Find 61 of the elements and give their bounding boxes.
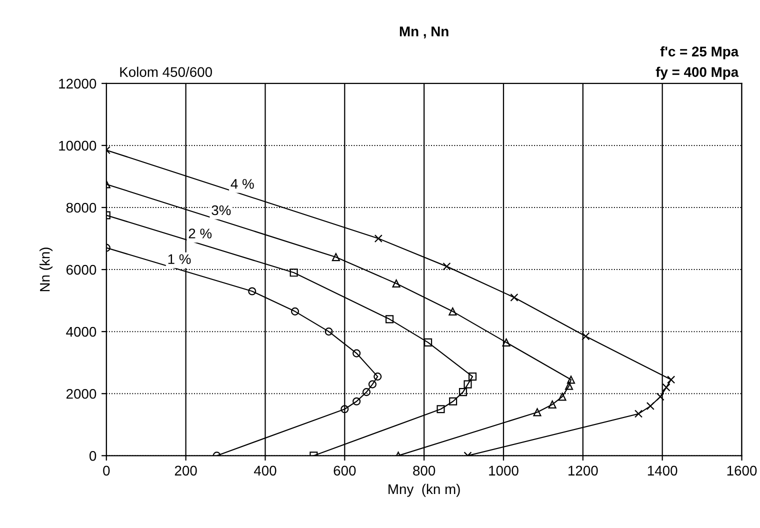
point <box>374 234 382 243</box>
point <box>533 408 542 416</box>
point <box>548 400 556 409</box>
point <box>448 307 457 316</box>
x-tick-label: 1600 <box>727 466 757 476</box>
point <box>352 397 361 406</box>
point <box>290 307 300 316</box>
text: fy = 400 Mpa <box>656 66 739 80</box>
point <box>464 380 472 388</box>
point <box>634 410 643 418</box>
x-tick-label: 1200 <box>568 466 598 476</box>
y-tick-label: 4000 <box>66 326 96 337</box>
point <box>646 402 654 410</box>
chart-title: Mn , Nn <box>400 26 448 38</box>
series-label: 1 % <box>168 254 191 264</box>
text: f'c = 25 Mpa <box>660 46 739 60</box>
point <box>558 392 566 401</box>
point <box>656 392 664 401</box>
y-tick-label: 2000 <box>66 388 96 399</box>
point <box>324 328 333 336</box>
point <box>510 293 518 302</box>
y-tick-label: 12000 <box>59 78 96 89</box>
point <box>582 332 590 340</box>
point <box>424 338 432 346</box>
x-tick-label: 0 <box>103 466 110 476</box>
point <box>458 388 468 396</box>
y-tick-label: 6000 <box>66 264 96 275</box>
point <box>502 338 510 346</box>
y-axis-title: Nn (kn) <box>40 248 52 292</box>
point <box>449 397 458 406</box>
point <box>566 376 576 384</box>
x-tick-label: 1000 <box>489 466 518 476</box>
series-label: 4 % <box>230 179 254 189</box>
y-tick-label: 8000 <box>66 202 96 213</box>
x-tick-label: 400 <box>254 466 276 476</box>
y-tick-label: 10000 <box>59 140 96 151</box>
point <box>368 380 376 388</box>
point <box>386 315 394 324</box>
point <box>352 349 361 358</box>
x-tick-label: 200 <box>174 466 197 476</box>
point <box>468 372 477 381</box>
point <box>667 376 676 384</box>
x-tick-label: 800 <box>413 466 436 476</box>
x-tick-label: 1400 <box>648 466 678 476</box>
point <box>436 405 445 414</box>
point <box>248 287 256 296</box>
point <box>392 279 400 288</box>
point <box>290 268 298 277</box>
series-label: 2 % <box>188 228 212 238</box>
point <box>362 388 371 396</box>
point <box>332 253 340 262</box>
x-axis-title: Mny (kn m) <box>388 484 460 497</box>
point <box>442 262 451 270</box>
x-tick-label: 600 <box>334 466 356 476</box>
y-tick-label: 0 <box>89 451 96 461</box>
point <box>662 383 670 392</box>
point <box>564 382 574 390</box>
point <box>374 372 382 381</box>
text: Kolom 450/600 <box>120 66 212 77</box>
point <box>340 405 349 414</box>
series-label: 3% <box>212 205 231 216</box>
